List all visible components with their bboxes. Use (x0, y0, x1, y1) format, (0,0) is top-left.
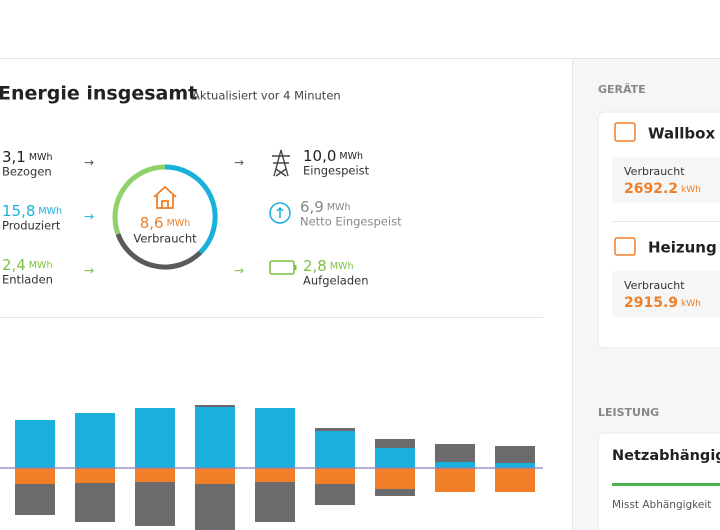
bar-segment (15, 468, 55, 484)
text: MWh (29, 152, 53, 163)
center-value: 8,6 MWh (140, 214, 190, 232)
text: MWh (29, 260, 53, 271)
text: MWh (167, 218, 191, 229)
bar-segment (375, 489, 415, 496)
bar-segment (255, 408, 295, 468)
svg-text:→: → (84, 156, 94, 170)
bar-segment (375, 448, 415, 468)
net-icon (269, 202, 291, 224)
text: 10,0 (303, 147, 336, 165)
bar-segment (135, 408, 175, 468)
text: kWh (681, 185, 701, 195)
text: 8,6 (140, 214, 164, 232)
title: Energie insgesamt (0, 83, 197, 105)
tower-icon (272, 149, 290, 177)
progress-bar (612, 483, 720, 486)
bar-chart (0, 405, 543, 530)
text: 2,4 (2, 256, 26, 274)
heating-icon[interactable] (614, 237, 636, 256)
bar-segment (15, 420, 55, 468)
power-card (597, 432, 720, 530)
bar-segment (195, 468, 235, 484)
device-value: 2915.9 kWh (624, 295, 701, 311)
bar-segment (315, 468, 355, 484)
device-stat (612, 271, 720, 317)
power-caption: Misst Abhängigkeit (612, 499, 711, 511)
device-label: Verbraucht (624, 165, 685, 178)
text: 15,8 (2, 202, 35, 220)
section-heading: LEISTUNG (598, 406, 659, 419)
bar-segment (315, 431, 355, 468)
power-title: Netzabhängigkeit (612, 448, 720, 464)
battery-tip (294, 265, 297, 270)
text: 6,9 (300, 198, 324, 216)
ring (112, 164, 218, 270)
bar-segment (315, 484, 355, 505)
device-value: 2692.2 kWh (624, 181, 701, 197)
stat: 10,0 MWh (303, 147, 363, 165)
svg-text:→: → (234, 156, 244, 170)
text: MWh (330, 261, 354, 272)
bar-segment (435, 444, 475, 462)
bar-segment (435, 462, 475, 468)
bar-segment (315, 428, 355, 431)
bar-segment (495, 468, 535, 492)
text: 2692.2 (624, 181, 678, 197)
stat-label: Aufgeladen (303, 274, 369, 288)
bar-segment (75, 468, 115, 483)
stat: 6,9 MWh (300, 198, 350, 216)
stat: 3,1 MWh (2, 148, 52, 166)
text: MWh (327, 202, 351, 213)
subtitle: Aktualisiert vor 4 Minuten (192, 89, 341, 103)
house-icon (153, 185, 177, 209)
svg-text:→: → (234, 264, 244, 278)
device-label: Verbraucht (624, 279, 685, 292)
bar-segment (135, 468, 175, 482)
arrows: → → → → → (84, 156, 244, 278)
text: MWh (38, 206, 62, 217)
bar-segment (195, 484, 235, 530)
text: 2915.9 (624, 295, 678, 311)
bar-segment (135, 482, 175, 526)
device-name[interactable]: Wallbox (648, 125, 715, 143)
bar-segment (435, 468, 475, 492)
stat-label: Netto Eingespeist (300, 215, 402, 229)
wallbox-icon[interactable] (614, 122, 636, 142)
bar-segment (195, 405, 235, 407)
stat: 2,8 MWh (303, 257, 353, 275)
net-arrow (276, 206, 284, 218)
device-name[interactable]: Heizung (648, 239, 717, 257)
text: 2,8 (303, 257, 327, 275)
bar-segment (495, 463, 535, 468)
text: 3,1 (2, 148, 26, 166)
text: kWh (681, 299, 701, 309)
text: MWh (339, 151, 363, 162)
stat: 2,4 MWh (2, 256, 52, 274)
stat-label: Produziert (2, 219, 61, 233)
device-stat (612, 157, 720, 203)
stat-label: Eingespeist (303, 164, 370, 178)
bar-segment (255, 468, 295, 482)
bar-segment (15, 484, 55, 515)
section-heading: GERÄTE (598, 82, 646, 96)
bar-segment (75, 483, 115, 522)
center-label: Verbraucht (133, 232, 197, 246)
bar-segment (75, 413, 115, 468)
svg-text:→: → (84, 264, 94, 278)
stat-label: Entladen (2, 273, 53, 287)
svg-text:→: → (84, 210, 94, 224)
stat-label: Bezogen (2, 165, 52, 179)
bar-segment (195, 407, 235, 468)
bar-segment (255, 482, 295, 522)
bar-segment (495, 446, 535, 463)
bar-segment (375, 468, 415, 489)
stat: 15,8 MWh (2, 202, 62, 220)
bar-segment (375, 439, 415, 448)
